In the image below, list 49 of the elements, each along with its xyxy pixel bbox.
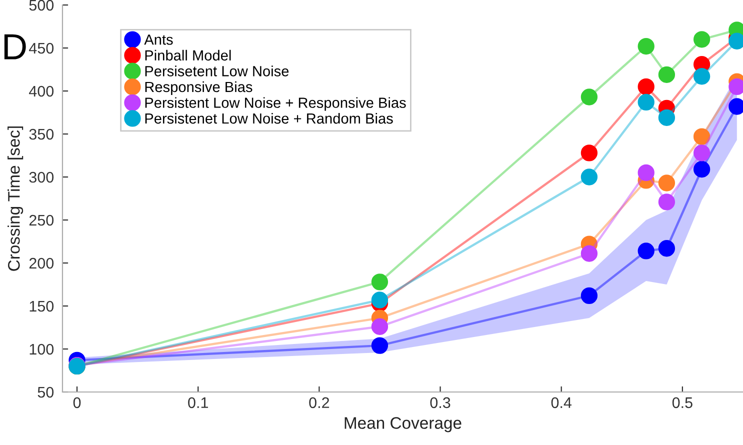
- legend-label: Pinball Model: [145, 50, 231, 61]
- point: [693, 160, 710, 178]
- point: [693, 31, 710, 48]
- point: [580, 144, 598, 162]
- y-tick-label: 200: [29, 258, 54, 269]
- point: [371, 318, 388, 335]
- x-tick-label: 0: [73, 397, 81, 408]
- x-tick-label: 0.5: [672, 397, 692, 408]
- point: [638, 38, 654, 55]
- point: [371, 274, 388, 290]
- point: [638, 78, 654, 96]
- point: [371, 292, 388, 308]
- x-tick-label: 0.2: [309, 397, 330, 408]
- point: [638, 242, 654, 260]
- x-axis-title: Mean Coverage: [344, 417, 462, 432]
- legend-label: Ants: [144, 34, 173, 45]
- point: [580, 168, 598, 186]
- y-tick-label: 150: [30, 300, 54, 312]
- x-tick-label: 0.4: [551, 397, 572, 408]
- point: [693, 144, 710, 162]
- y-tick-label: 500: [29, 0, 54, 11]
- legend-label: Persisetent Low Noise: [145, 66, 289, 76]
- y-axis-title: Crossing Time [sec]: [8, 126, 24, 271]
- point: [580, 287, 598, 304]
- point: [658, 66, 676, 83]
- y-tick-label: 250: [29, 214, 54, 226]
- legend-label: Persistent Low Noise + Responsive Bias: [145, 97, 406, 111]
- y-tick-label: 350: [29, 128, 54, 140]
- point: [638, 164, 654, 182]
- point: [693, 128, 710, 145]
- y-tick-label: 450: [29, 42, 54, 54]
- y-tick-label: 50: [38, 386, 54, 398]
- x-tick-label: 0.1: [188, 397, 208, 408]
- x-tick-label: 0.3: [430, 397, 450, 408]
- y-tick-label: 100: [30, 344, 54, 355]
- legend-label: Persistenet Low Noise + Random Bias: [145, 112, 393, 124]
- legend-label: Responsive Bias: [145, 81, 252, 96]
- y-tick-label: 300: [29, 172, 54, 183]
- point: [658, 194, 676, 210]
- y-tick-label: 400: [29, 86, 54, 97]
- point: [658, 174, 676, 192]
- point: [658, 109, 676, 126]
- text: D: [4, 34, 26, 60]
- point: [638, 94, 654, 111]
- point: [693, 68, 710, 85]
- point: [580, 88, 598, 106]
- point: [371, 337, 388, 354]
- point: [580, 245, 598, 262]
- point: [658, 240, 676, 257]
